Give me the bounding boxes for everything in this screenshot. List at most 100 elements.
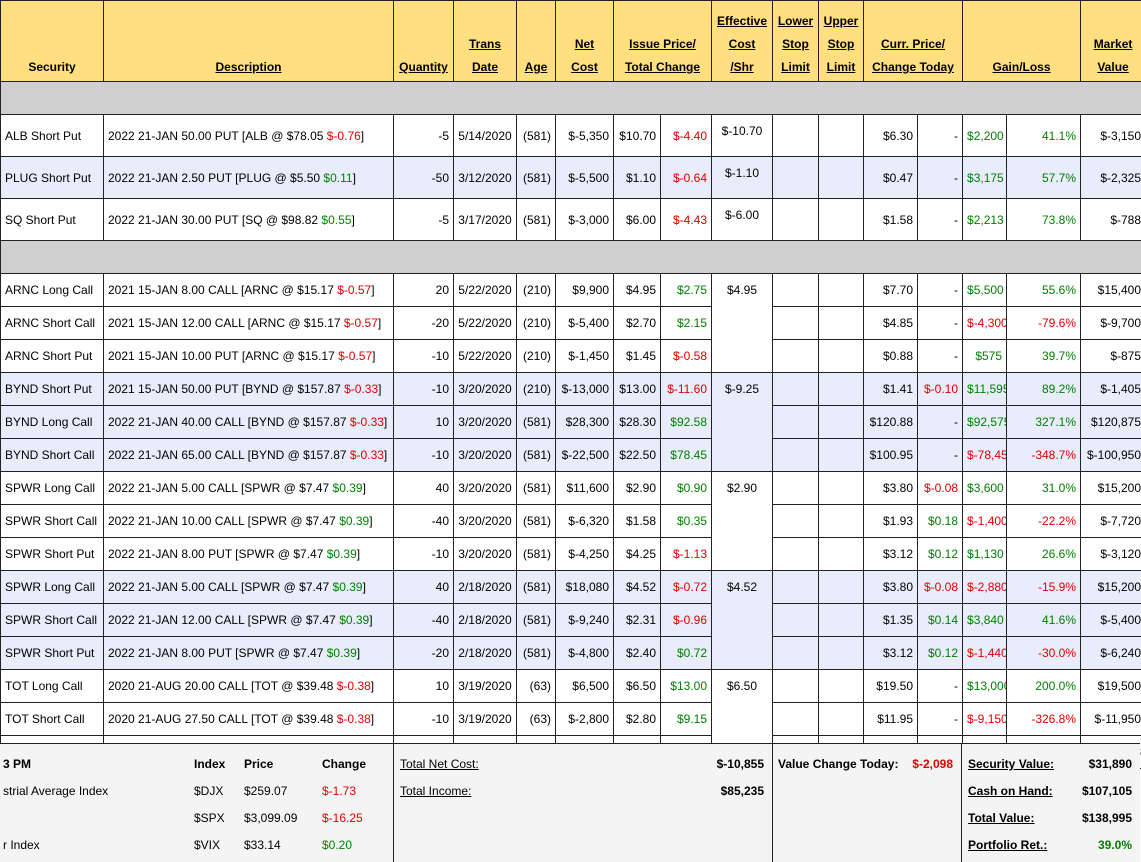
upper-stop-cell[interactable] xyxy=(819,505,864,538)
lower-stop-cell[interactable] xyxy=(773,199,819,241)
position-row[interactable]: BYND Short Call 2022 21-JAN 65.00 CALL [B… xyxy=(1,439,1141,472)
value-change-label: Value Change Today: xyxy=(778,757,898,771)
security-cell[interactable]: TOT Short Call xyxy=(1,703,104,736)
position-row[interactable]: ARNC Short Put 2021 15-JAN 10.00 PUT [ARN… xyxy=(1,340,1141,373)
net-cost-cell: $-3,000 xyxy=(556,199,614,241)
security-cell[interactable]: TOT Long Call xyxy=(1,670,104,703)
time-label: 3 PM xyxy=(3,757,31,771)
col-quantity[interactable]: Quantity xyxy=(394,1,454,82)
upper-stop-cell[interactable] xyxy=(819,604,864,637)
change-today-cell: - xyxy=(918,199,963,241)
security-cell[interactable]: SPWR Short Call xyxy=(1,505,104,538)
security-cell[interactable]: SPWR Long Call xyxy=(1,571,104,604)
security-cell[interactable]: BYND Short Call xyxy=(1,439,104,472)
col-trans-date[interactable]: Trans Date xyxy=(454,1,517,82)
col-curr-price[interactable]: Curr. Price/Change Today xyxy=(864,1,963,82)
col-market-value[interactable]: Market Value xyxy=(1081,1,1141,82)
security-cell[interactable]: BYND Short Put xyxy=(1,373,104,406)
security-cell[interactable]: PLUG Short Put xyxy=(1,157,104,199)
age-cell: (210) xyxy=(517,274,556,307)
position-row[interactable]: SPWR Short Call 2022 21-JAN 12.00 CALL [S… xyxy=(1,604,1141,637)
security-cell[interactable]: SQ Short Put xyxy=(1,199,104,241)
position-row[interactable]: SPWR Long Call 2022 21-JAN 5.00 CALL [SPW… xyxy=(1,571,1141,604)
col-gain-loss[interactable]: Gain/Loss xyxy=(963,1,1081,82)
position-row[interactable]: ARNC Short Call 2021 15-JAN 12.00 CALL [A… xyxy=(1,307,1141,340)
position-row[interactable]: SPWR Long Call 2022 21-JAN 5.00 CALL [SPW… xyxy=(1,472,1141,505)
lower-stop-cell[interactable] xyxy=(773,439,819,472)
security-cell[interactable]: ALB Short Put xyxy=(1,115,104,157)
security-cell[interactable]: BYND Long Call xyxy=(1,406,104,439)
upper-stop-cell[interactable] xyxy=(819,439,864,472)
upper-stop-cell[interactable] xyxy=(819,472,864,505)
total-value-label[interactable]: Total Value: xyxy=(968,811,1034,825)
age-cell: (581) xyxy=(517,571,556,604)
col-net-cost[interactable]: Net Cost xyxy=(556,1,614,82)
lower-stop-cell[interactable] xyxy=(773,604,819,637)
position-row[interactable]: PLUG Short Put 2022 21-JAN 2.50 PUT [PLUG… xyxy=(1,157,1141,199)
position-row[interactable]: SPWR Short Put 2022 21-JAN 8.00 PUT [SPWR… xyxy=(1,637,1141,670)
security-cell[interactable]: ARNC Short Put xyxy=(1,340,104,373)
col-effective-cost[interactable]: Effective Cost/Shr xyxy=(712,1,773,82)
col-issue-price[interactable]: Issue Price/Total Change xyxy=(614,1,712,82)
lower-stop-cell[interactable] xyxy=(773,472,819,505)
quantity-cell: -20 xyxy=(394,307,454,340)
upper-stop-cell[interactable] xyxy=(819,637,864,670)
lower-stop-cell[interactable] xyxy=(773,115,819,157)
cash-label[interactable]: Cash on Hand: xyxy=(968,784,1053,798)
change-today-cell: $0.14 xyxy=(918,604,963,637)
total-income-label[interactable]: Total Income: xyxy=(400,784,471,798)
portfolio-ret-label[interactable]: Portfolio Ret.: xyxy=(968,838,1047,852)
lower-stop-cell[interactable] xyxy=(773,340,819,373)
lower-stop-cell[interactable] xyxy=(773,406,819,439)
upper-stop-cell[interactable] xyxy=(819,307,864,340)
lower-stop-cell[interactable] xyxy=(773,373,819,406)
upper-stop-cell[interactable] xyxy=(819,571,864,604)
security-cell[interactable]: SPWR Short Put xyxy=(1,637,104,670)
security-cell[interactable]: SPWR Short Put xyxy=(1,538,104,571)
upper-stop-cell[interactable] xyxy=(819,157,864,199)
lower-stop-cell[interactable] xyxy=(773,571,819,604)
upper-stop-cell[interactable] xyxy=(819,373,864,406)
upper-stop-cell[interactable] xyxy=(819,274,864,307)
position-row[interactable]: TOT Long Call 2020 21-AUG 20.00 CALL [TOT… xyxy=(1,670,1141,703)
col-description[interactable]: Description xyxy=(104,1,394,82)
lower-stop-cell[interactable] xyxy=(773,703,819,736)
security-value-label[interactable]: Security Value: xyxy=(968,757,1054,771)
lower-stop-cell[interactable] xyxy=(773,307,819,340)
position-row[interactable]: SPWR Short Call 2022 21-JAN 10.00 CALL [S… xyxy=(1,505,1141,538)
col-age[interactable]: Age xyxy=(517,1,556,82)
upper-stop-cell[interactable] xyxy=(819,115,864,157)
total-change-cell: $0.72 xyxy=(661,637,712,670)
upper-stop-cell[interactable] xyxy=(819,538,864,571)
upper-stop-cell[interactable] xyxy=(819,670,864,703)
position-row[interactable]: SPWR Short Put 2022 21-JAN 8.00 PUT [SPWR… xyxy=(1,538,1141,571)
col-upper-stop[interactable]: Upper Stop Limit xyxy=(819,1,864,82)
bracket: ] xyxy=(371,712,374,726)
lower-stop-cell[interactable] xyxy=(773,157,819,199)
description-text: 2022 21-JAN 8.00 PUT [SPWR @ $7.47 xyxy=(108,646,327,660)
gain-loss-cell: $3,840 xyxy=(963,604,1007,637)
col-lower-stop[interactable]: Lower Stop Limit xyxy=(773,1,819,82)
position-row[interactable]: BYND Long Call 2022 21-JAN 40.00 CALL [BY… xyxy=(1,406,1141,439)
lower-stop-cell[interactable] xyxy=(773,670,819,703)
security-cell[interactable]: SPWR Short Call xyxy=(1,604,104,637)
upper-stop-cell[interactable] xyxy=(819,406,864,439)
lower-stop-cell[interactable] xyxy=(773,505,819,538)
security-cell[interactable]: ARNC Long Call xyxy=(1,274,104,307)
position-row[interactable]: TOT Short Call 2020 21-AUG 27.50 CALL [TO… xyxy=(1,703,1141,736)
total-net-cost-label[interactable]: Total Net Cost: xyxy=(400,757,479,771)
lower-stop-cell[interactable] xyxy=(773,637,819,670)
upper-stop-cell[interactable] xyxy=(819,199,864,241)
lower-stop-cell[interactable] xyxy=(773,538,819,571)
position-row[interactable]: ARNC Long Call 2021 15-JAN 8.00 CALL [ARN… xyxy=(1,274,1141,307)
security-cell[interactable]: ARNC Short Call xyxy=(1,307,104,340)
position-row[interactable]: SQ Short Put 2022 21-JAN 30.00 PUT [SQ @ … xyxy=(1,199,1141,241)
gain-loss-pct-cell: 327.1% xyxy=(1007,406,1081,439)
description-cell: 2022 21-JAN 12.00 CALL [SPWR @ $7.47 $0.… xyxy=(104,604,394,637)
position-row[interactable]: BYND Short Put 2021 15-JAN 50.00 PUT [BYN… xyxy=(1,373,1141,406)
security-cell[interactable]: SPWR Long Call xyxy=(1,472,104,505)
upper-stop-cell[interactable] xyxy=(819,703,864,736)
upper-stop-cell[interactable] xyxy=(819,340,864,373)
lower-stop-cell[interactable] xyxy=(773,274,819,307)
position-row[interactable]: ALB Short Put 2022 21-JAN 50.00 PUT [ALB … xyxy=(1,115,1141,157)
